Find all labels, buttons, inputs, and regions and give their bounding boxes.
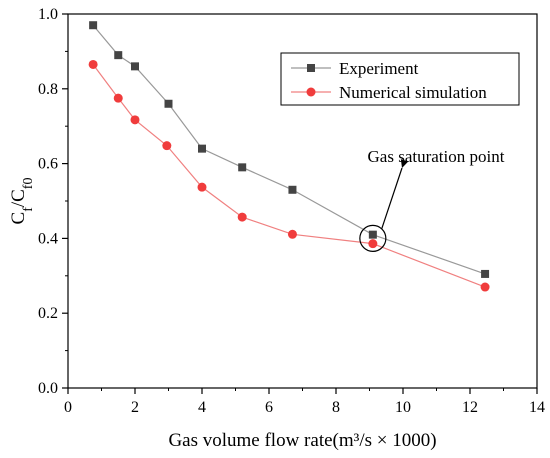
y-tick-label: 0.0 <box>38 380 58 397</box>
y-axis-title: Cf/Cf0 <box>8 178 36 225</box>
legend-marker-experiment <box>307 64 315 72</box>
data-point-experiment <box>288 185 297 194</box>
data-point-simulation <box>113 93 123 103</box>
x-tick-label: 8 <box>332 399 340 416</box>
data-point-simulation <box>480 282 490 292</box>
x-tick-label: 14 <box>529 399 545 416</box>
data-point-experiment <box>131 62 139 71</box>
data-point-simulation <box>162 141 172 151</box>
data-point-simulation <box>368 239 378 249</box>
annotation-layer: Gas saturation point <box>359 147 505 252</box>
series-layer <box>88 21 490 292</box>
y-axis-title-c1: C <box>8 212 29 225</box>
y-tick-label: 1.0 <box>38 6 58 23</box>
annotation-circle <box>359 224 387 252</box>
x-tick-label: 10 <box>395 399 411 416</box>
y-axis-title-sub1: f <box>21 207 36 212</box>
data-point-experiment <box>238 163 247 172</box>
annotation-arrowhead <box>400 159 409 168</box>
legend: Experiment Numerical simulation <box>280 52 520 106</box>
x-tick-label: 4 <box>198 399 206 416</box>
legend-box <box>280 52 520 106</box>
data-point-simulation <box>287 229 297 239</box>
data-point-experiment <box>89 21 98 30</box>
annotation-arrow <box>381 167 403 229</box>
data-point-experiment <box>198 144 206 153</box>
data-point-simulation <box>237 212 247 222</box>
annotation-label: Gas saturation point <box>368 147 505 166</box>
x-tick-label: 0 <box>64 399 72 416</box>
legend-label-experiment: Experiment <box>339 59 419 78</box>
legend-label-simulation: Numerical simulation <box>339 83 487 102</box>
axes-layer: 0 2 4 6 8 10 12 14 0.0 0.2 0.4 0.6 0.8 1.0 <box>38 6 545 416</box>
y-tick-label: 0.8 <box>38 81 58 98</box>
y-axis-title-sub2: f0 <box>21 178 36 190</box>
data-point-simulation <box>88 59 98 69</box>
data-point-experiment <box>114 51 123 60</box>
legend-marker-simulation <box>306 87 316 97</box>
data-point-experiment <box>481 269 490 278</box>
y-tick-label: 0.4 <box>38 230 58 247</box>
x-tick-label: 12 <box>462 399 478 416</box>
x-tick-label: 6 <box>265 399 273 416</box>
y-tick-label: 0.2 <box>38 305 58 322</box>
x-axis-title: Gas volume flow rate(m³/s × 1000) <box>168 430 436 451</box>
y-tick-label: 0.6 <box>38 156 58 173</box>
data-point-experiment <box>164 99 173 108</box>
y-axis-title-c2: /C <box>8 189 29 207</box>
data-point-experiment <box>368 230 377 239</box>
data-point-simulation <box>197 182 207 192</box>
x-tick-label: 2 <box>131 399 139 416</box>
data-point-simulation <box>130 115 140 125</box>
